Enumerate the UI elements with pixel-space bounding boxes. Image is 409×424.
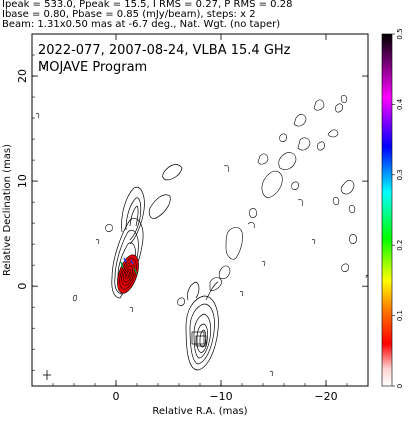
header-line-3: Beam: 1.31x0.50 mas at -6.7 deg., Nat. W… — [2, 19, 281, 30]
colorbar — [381, 33, 393, 387]
y-axis-label: Relative Declination (mas) — [2, 144, 13, 276]
x-axis-label: Relative R.A. (mas) — [152, 406, 247, 417]
contour-map — [35, 64, 368, 380]
colorbar-ticks: 0 0.1 0.2 0.3 0.4 0.5 — [392, 28, 404, 388]
x-tick-label: 0 — [113, 390, 120, 403]
y-axis-ticks: 0 10 20 — [16, 54, 368, 371]
y-tick-label: 20 — [16, 69, 29, 83]
program-label: MOJAVE Program — [38, 60, 147, 75]
inner-jet — [121, 164, 183, 245]
map-title: 2022-077, 2007-08-24, VLBA 15.4 GHz — [38, 43, 291, 58]
x-tick-label: −20 — [314, 390, 337, 403]
beam-marker — [43, 370, 51, 380]
x-axis-ticks: 0 −10 −20 — [52, 34, 348, 403]
colorbar-tick-label: 0 — [396, 384, 404, 388]
secondary-component — [185, 281, 219, 371]
colorbar-tick-label: 0.4 — [396, 98, 404, 110]
colorbar-tick-label: 0.5 — [396, 28, 404, 39]
diffuse-emission — [35, 64, 368, 377]
colorbar-tick-label: 0.2 — [396, 240, 404, 251]
y-tick-label: 10 — [16, 174, 29, 188]
y-tick-label: 0 — [16, 283, 29, 290]
colorbar-tick-label: 0.1 — [396, 310, 404, 321]
x-tick-label: −10 — [209, 390, 232, 403]
colorbar-tick-label: 0.3 — [396, 169, 404, 180]
header-line-2: Ibase = 0.80, Pbase = 0.85 (mJy/beam), s… — [2, 9, 256, 20]
header-line-1: Ipeak = 533.0, Ppeak = 15.5, I RMS = 0.2… — [2, 0, 293, 10]
core-component — [111, 218, 144, 299]
plot-frame — [31, 33, 369, 387]
